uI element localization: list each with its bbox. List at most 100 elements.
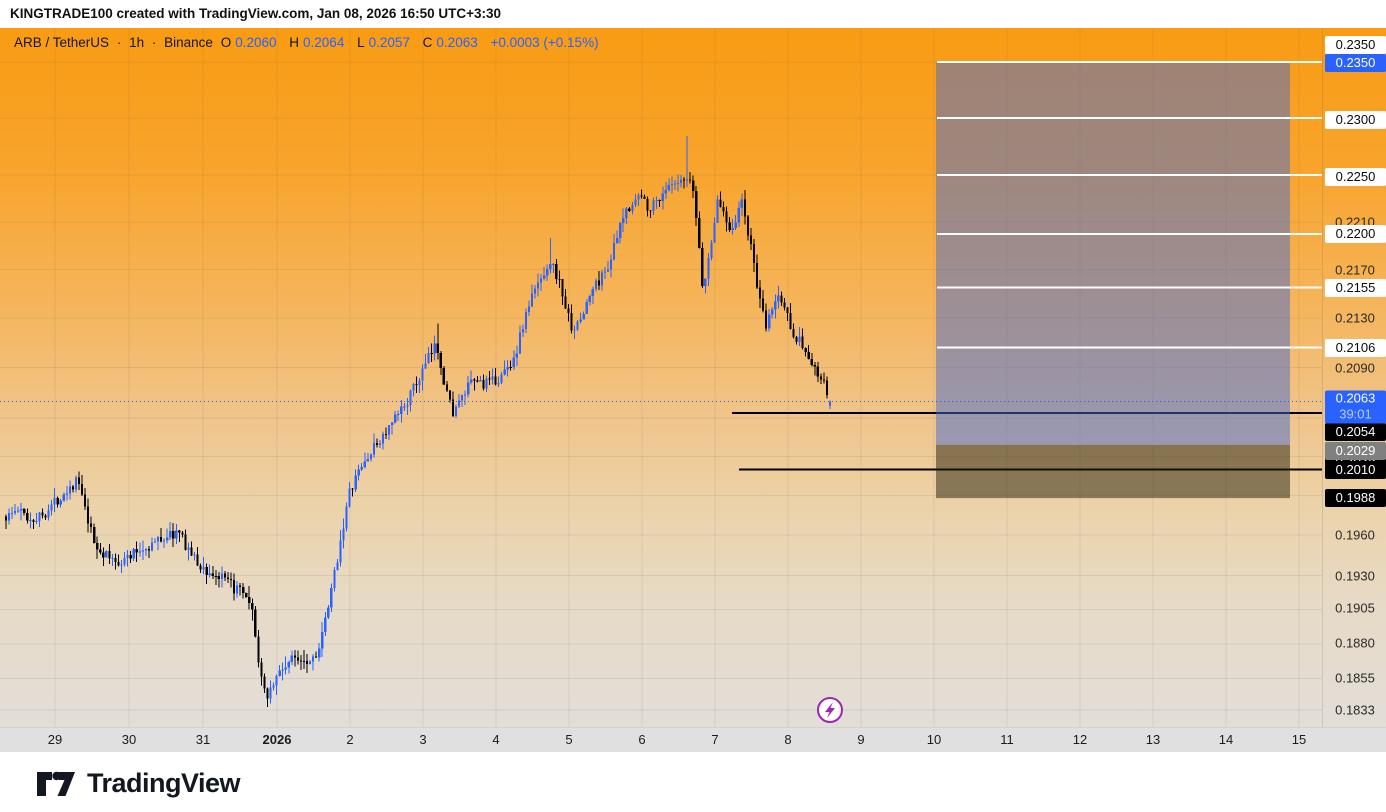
candle-up <box>616 237 619 244</box>
white-price-badge: 0.2300 <box>1325 111 1386 129</box>
candle-up <box>637 195 640 200</box>
candle-down <box>135 549 138 553</box>
candle-up <box>68 486 71 494</box>
candle-up <box>540 278 543 283</box>
candle-up <box>828 401 832 406</box>
candle-up <box>53 498 56 505</box>
candle-down <box>822 379 826 381</box>
candle-up <box>421 368 424 381</box>
candle-down <box>430 352 433 354</box>
candle-down <box>96 543 99 550</box>
candle-down <box>245 593 248 597</box>
candle-down <box>597 280 601 286</box>
legend-symbol[interactable]: ARB / TetherUS <box>14 35 110 50</box>
candle-down <box>129 555 132 559</box>
time-tick-label: 11 <box>1000 732 1014 747</box>
candle-down <box>302 661 306 663</box>
candle-up <box>609 259 613 270</box>
candle-up <box>166 537 169 541</box>
candle-down <box>184 534 187 551</box>
tradingview-logo[interactable]: TradingView <box>35 768 241 799</box>
candle-up <box>634 199 637 205</box>
candle-down <box>561 279 564 297</box>
candle-down <box>755 263 759 288</box>
candle-down <box>701 248 704 287</box>
price-tick-label: 0.1833 <box>1335 702 1375 718</box>
candle-up <box>169 530 172 538</box>
candle-down <box>93 527 96 544</box>
candle-up <box>278 670 281 677</box>
candle-up <box>397 413 400 415</box>
candle-up <box>582 313 585 320</box>
legend-interval[interactable]: 1h <box>129 35 145 50</box>
candle-up <box>704 278 707 287</box>
candle-up <box>345 506 348 529</box>
candle-down <box>558 278 561 280</box>
candle-down <box>77 477 81 484</box>
candle-up <box>573 329 576 331</box>
candle-up <box>342 528 345 541</box>
time-tick-label: 3 <box>419 732 427 747</box>
candle-down <box>682 179 686 181</box>
candle-down <box>83 494 87 507</box>
candle-down <box>555 263 558 279</box>
candle-up <box>10 512 14 514</box>
price-tick-label: 0.2090 <box>1335 360 1375 376</box>
price-axis[interactable]: 0.22100.21700.21300.20900.20200.19600.19… <box>1322 28 1386 727</box>
candle-down <box>494 376 497 385</box>
candle-up <box>156 537 160 542</box>
candle-down <box>384 433 388 435</box>
candle-up <box>546 269 549 276</box>
candle-down <box>813 364 816 367</box>
candle-down <box>722 207 725 212</box>
candle-down <box>56 498 59 505</box>
change-value: +0.0003 (+0.15%) <box>490 35 599 50</box>
upper-target-zone[interactable] <box>936 61 1290 445</box>
candlestick-plot[interactable] <box>0 28 1386 727</box>
time-tick-label: 8 <box>784 732 792 747</box>
candle-up <box>38 512 41 521</box>
candle-down <box>786 307 789 313</box>
time-axis[interactable]: 29 30 31 2026 2 3 4 5 6 7 8 9 10 11 12 13 14 15 <box>0 727 1386 752</box>
candle-up <box>537 282 540 289</box>
candle-up <box>771 309 774 315</box>
candle-down <box>172 530 175 539</box>
price-tick-label: 0.2130 <box>1335 310 1375 326</box>
candle-up <box>272 685 275 688</box>
candle-up <box>65 493 68 495</box>
candle-down <box>451 399 455 416</box>
candle-down <box>254 609 257 637</box>
ohlc-low-value: 0.2057 <box>368 35 410 50</box>
candle-up <box>470 379 473 383</box>
candle-up <box>327 607 330 618</box>
candle-down <box>628 208 631 212</box>
candle-up <box>378 443 382 445</box>
candle-up <box>427 352 430 364</box>
candle-up <box>768 314 771 329</box>
candle-down <box>23 508 26 514</box>
candle-up <box>491 376 494 380</box>
candle-up <box>670 184 673 186</box>
candle-up <box>153 541 157 543</box>
attribution-bar: KINGTRADE100 created with TradingView.co… <box>0 0 1386 28</box>
candle-up <box>126 555 129 559</box>
lower-target-zone[interactable] <box>936 444 1290 499</box>
candle-up <box>150 542 154 551</box>
candle-up <box>7 513 11 521</box>
candle-up <box>497 383 500 385</box>
candle-up <box>208 573 211 575</box>
candle-down <box>436 343 439 354</box>
price-tick-label: 0.1855 <box>1335 670 1375 686</box>
candle-down <box>765 310 768 329</box>
candle-up <box>515 353 518 358</box>
candle-up <box>600 272 604 286</box>
lightning-bolt-icon[interactable] <box>825 702 835 718</box>
ohlc-high-value: 0.2064 <box>303 35 345 50</box>
candle-down <box>375 443 379 445</box>
candle-down <box>789 312 792 329</box>
candle-down <box>232 580 236 594</box>
candle-up <box>576 321 579 330</box>
